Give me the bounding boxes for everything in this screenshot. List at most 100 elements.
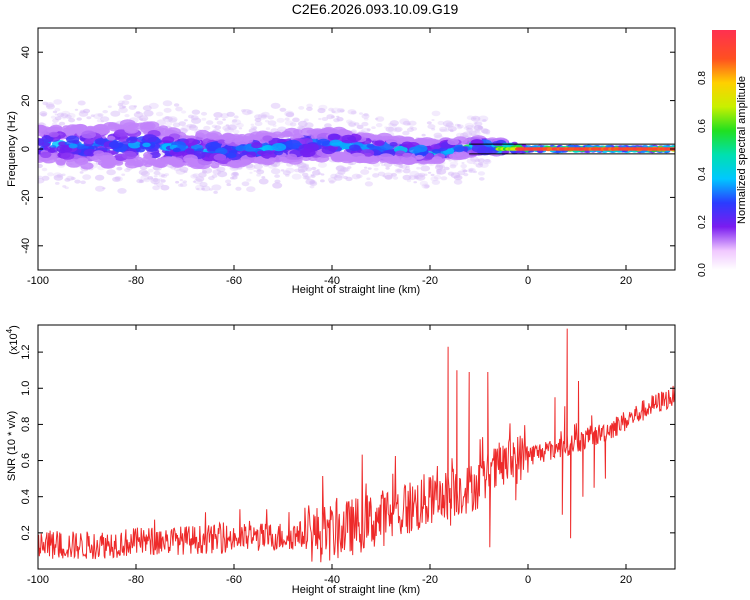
spectrogram-halo-blob bbox=[309, 181, 318, 186]
spectrogram-halo-blob bbox=[232, 129, 240, 134]
colorbar-tick-label: 0.2 bbox=[697, 215, 708, 229]
spectrogram-halo-blob bbox=[54, 107, 61, 112]
spectrogram-halo-blob bbox=[303, 175, 311, 180]
spectrogram-halo-blob bbox=[447, 171, 455, 176]
spectrogram-halo-blob bbox=[181, 110, 187, 114]
spectrogram-halo-blob bbox=[439, 128, 445, 132]
spectrogram-halo-blob bbox=[74, 108, 79, 111]
spectrogram-halo-blob bbox=[350, 110, 357, 115]
spectrogram-halo-blob bbox=[406, 179, 412, 183]
spectrogram-band-blob bbox=[274, 150, 283, 156]
spectrogram-band-blob bbox=[224, 139, 233, 144]
spectrogram-halo-blob bbox=[383, 172, 394, 179]
spectrogram-halo-blob bbox=[152, 178, 159, 183]
spectrogram-halo-blob bbox=[233, 115, 239, 119]
spectrogram-halo-blob bbox=[394, 126, 403, 132]
spectrogram-halo-blob bbox=[436, 164, 444, 169]
spectrogram-band-blob bbox=[260, 150, 277, 159]
spectrogram-band-blob bbox=[56, 144, 73, 154]
spectrogram-halo-blob bbox=[121, 173, 126, 176]
spectrogram-halo-blob bbox=[230, 172, 239, 178]
spectrogram-halo-blob bbox=[208, 176, 215, 181]
spectrogram-halo-blob bbox=[258, 178, 269, 185]
spectrogram-band-blob bbox=[246, 151, 257, 158]
spectrogram-halo-blob bbox=[438, 164, 446, 169]
spectrogram-halo-blob bbox=[484, 159, 491, 163]
spectrogram-halo-blob bbox=[406, 122, 411, 126]
spectrogram-halo-blob bbox=[195, 176, 205, 182]
spectrogram-halo-blob bbox=[135, 111, 141, 114]
spectrogram-halo-blob bbox=[402, 174, 412, 181]
spectrogram-halo-blob bbox=[406, 165, 410, 168]
snr-x-tick-label: -40 bbox=[324, 574, 340, 586]
spectrogram-halo-blob bbox=[122, 105, 127, 109]
spectrogram-halo-blob bbox=[273, 164, 277, 167]
spectrogram-halo-blob bbox=[462, 169, 468, 173]
spectrogram-halo-blob bbox=[477, 125, 484, 130]
snr-x-tick-label: -80 bbox=[128, 574, 144, 586]
spectrogram-halo-blob bbox=[443, 166, 450, 171]
spectrogram-halo-blob bbox=[470, 130, 481, 137]
spectrogram-halo-blob bbox=[433, 132, 443, 138]
spectrogram-halo-blob bbox=[200, 111, 208, 116]
spectrogram-halo-blob bbox=[381, 163, 385, 167]
snr-x-tick-label: -60 bbox=[226, 574, 242, 586]
spectrogram-halo-blob bbox=[364, 181, 373, 187]
spectrogram-band-blob bbox=[408, 146, 422, 154]
spectrogram-halo-blob bbox=[418, 172, 426, 178]
spectrogram-halo-blob bbox=[337, 169, 346, 175]
spectrogram-band-blob bbox=[126, 137, 138, 144]
spectrogram-halo-blob bbox=[158, 173, 166, 178]
spectrogram-band-blob bbox=[183, 154, 198, 163]
spectrogram-halo-blob bbox=[40, 112, 47, 117]
spectrogram-halo-blob bbox=[224, 127, 234, 134]
spectrogram-halo-blob bbox=[426, 121, 432, 125]
spectrogram-halo-blob bbox=[329, 180, 335, 184]
spectrogram-halo-blob bbox=[161, 174, 168, 179]
spectrogram-halo-blob bbox=[76, 117, 82, 121]
spectrogram-band-blob bbox=[186, 149, 195, 154]
spectrogram-band-blob bbox=[300, 127, 316, 136]
spectrogram-y-tick-label: 0 bbox=[20, 146, 32, 152]
spectrogram-band-blob bbox=[144, 153, 153, 159]
spectrogram-halo-blob bbox=[466, 127, 473, 132]
spectrogram-halo-blob bbox=[62, 117, 66, 120]
spectrogram-halo-blob bbox=[232, 171, 239, 176]
snr-x-tick-label: 20 bbox=[620, 574, 632, 586]
snr-y-tick-label: 1.0 bbox=[20, 381, 32, 396]
spectrogram-halo-blob bbox=[231, 175, 238, 180]
spectrogram-halo-blob bbox=[298, 169, 306, 174]
spectrogram-halo-blob bbox=[333, 175, 343, 181]
spectrogram-halo-blob bbox=[284, 117, 290, 121]
spectrogram-halo-blob bbox=[161, 117, 166, 120]
spectrogram-halo-blob bbox=[225, 124, 230, 127]
spectrogram-band-blob bbox=[95, 140, 103, 145]
colorbar-tick-label: 0.4 bbox=[697, 167, 708, 181]
spectrogram-halo-blob bbox=[455, 175, 461, 179]
spectrogram-band-blob bbox=[342, 130, 353, 136]
spectrogram-halo-blob bbox=[423, 173, 428, 176]
spectrogram-halo-blob bbox=[442, 120, 453, 127]
spectrogram-halo-blob bbox=[408, 120, 417, 126]
spectrogram-halo-blob bbox=[189, 125, 198, 131]
spectrogram-halo-blob bbox=[468, 168, 474, 172]
spectrogram-band-blob bbox=[134, 162, 143, 168]
spectrogram-halo-blob bbox=[304, 118, 309, 122]
spectrogram-band-blob bbox=[321, 146, 336, 155]
spectrogram-halo-blob bbox=[360, 169, 370, 175]
spectrogram-halo-blob bbox=[147, 176, 154, 180]
spectrogram-x-tick-label: -40 bbox=[324, 275, 340, 287]
spectrogram-band-blob bbox=[431, 156, 443, 163]
colorbar-ticks: 0.0 0.2 0.4 0.6 0.8 bbox=[697, 71, 708, 277]
spectrogram-halo-blob bbox=[375, 116, 385, 122]
spectrogram-halo-blob bbox=[256, 168, 262, 172]
spectrogram-halo-blob bbox=[364, 166, 368, 169]
spectrogram-halo-blob bbox=[70, 176, 76, 181]
spectrogram-band-blob bbox=[422, 140, 432, 146]
spectrogram-band-blob bbox=[226, 152, 237, 159]
spectrogram-halo-blob bbox=[231, 119, 242, 126]
spectrogram-halo-blob bbox=[140, 171, 150, 177]
spectrogram-y-tick-label: -20 bbox=[20, 189, 32, 205]
spectrogram-halo-blob bbox=[472, 117, 477, 120]
snr-series-line bbox=[38, 328, 675, 563]
